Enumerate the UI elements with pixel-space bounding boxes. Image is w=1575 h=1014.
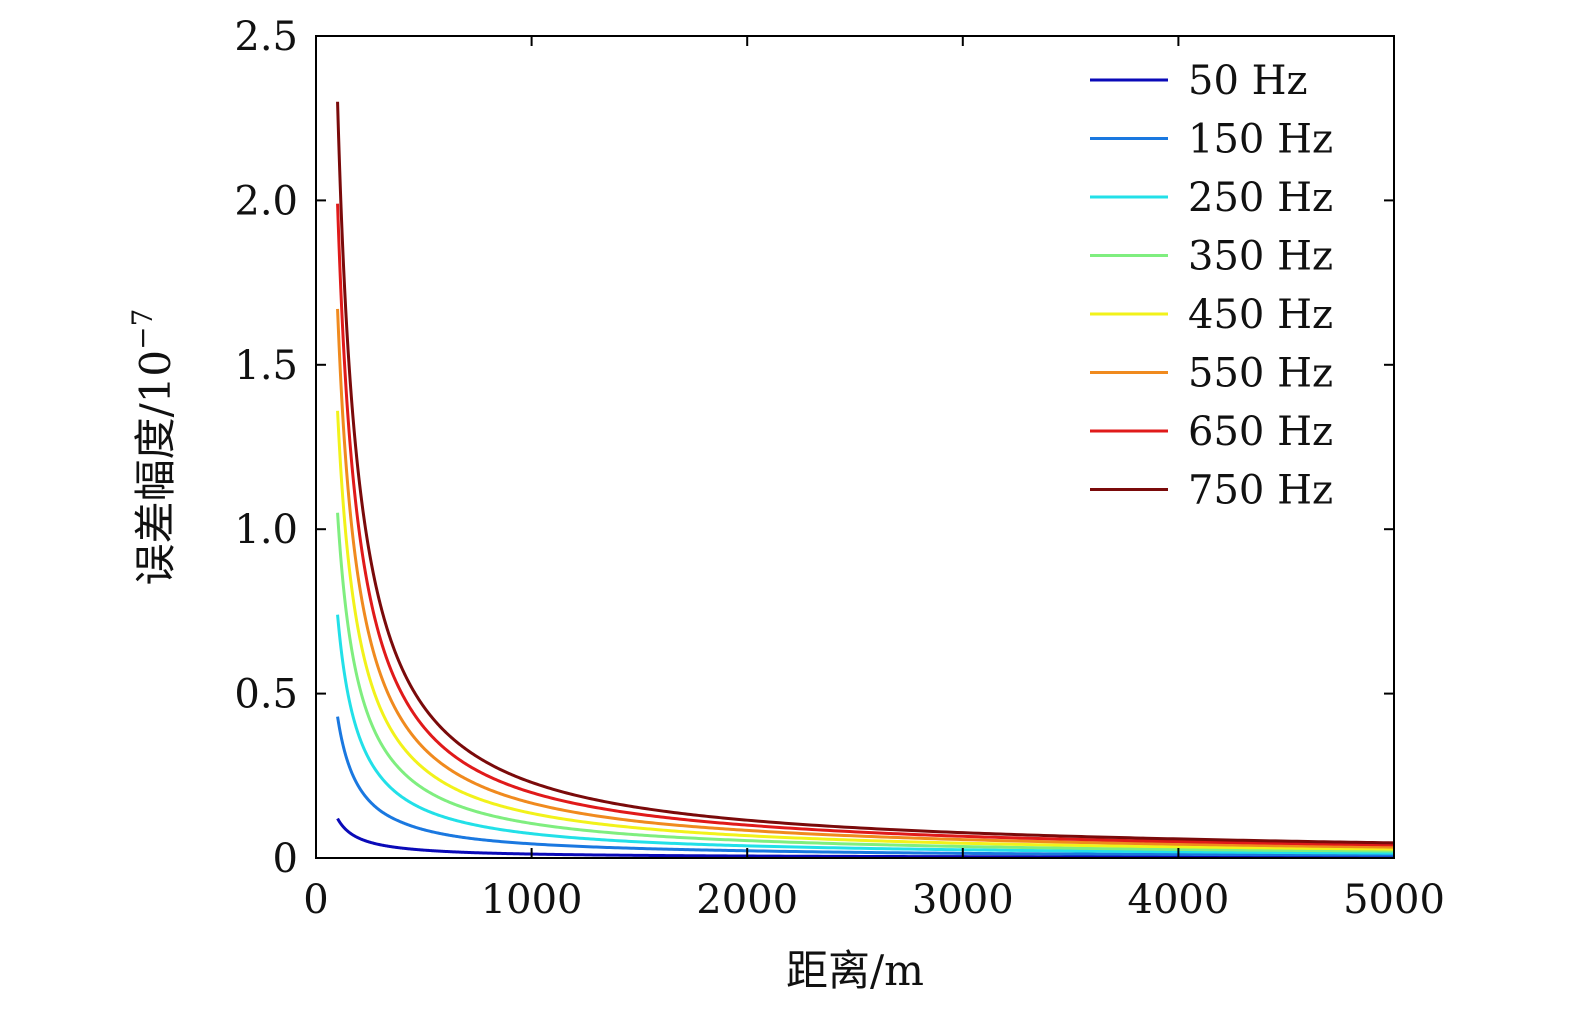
- series-line-7: [336, 101, 1395, 845]
- legend-label-5: 550 Hz: [1188, 351, 1333, 397]
- legend-label-4: 450 Hz: [1188, 292, 1333, 338]
- x-tick-label: 5000: [1343, 877, 1445, 923]
- y-axis-title-exponent: −7: [126, 309, 159, 350]
- x-tick-label: 4000: [1128, 877, 1230, 923]
- legend-label-1: 150 Hz: [1188, 117, 1333, 163]
- y-tick-label: 0.5: [234, 672, 298, 718]
- legend-label-3: 350 Hz: [1188, 234, 1333, 280]
- axis-ticks: 0 1000 2000 3000 4000 5000 0 0.5 1.0 1.5 2.0 2.5: [234, 14, 1445, 923]
- legend-label-2: 250 Hz: [1188, 175, 1333, 221]
- plot-frame: [315, 35, 1395, 859]
- plot-marks: [336, 101, 1395, 859]
- y-tick-label: 2.5: [234, 14, 298, 60]
- legend-label-6: 650 Hz: [1188, 409, 1333, 455]
- y-tick-label: 1.0: [234, 507, 298, 553]
- legend-label-0: 50 Hz: [1188, 58, 1308, 104]
- series-line-5: [336, 308, 1395, 849]
- y-tick-label: 1.5: [234, 343, 298, 389]
- x-tick-label: 2000: [696, 877, 798, 923]
- series-line-4: [336, 410, 1395, 851]
- y-tick-label: 0: [273, 836, 298, 882]
- y-axis-title: 误差幅度/10−7: [126, 309, 180, 586]
- legend: 50 Hz 150 Hz 250 Hz 350 Hz 450 Hz 550 Hz 650 H…: [1090, 58, 1333, 514]
- series-line-3: [336, 512, 1395, 853]
- x-axis-title: 距离/m: [786, 946, 924, 995]
- y-axis-title-text: 误差幅度/10: [131, 350, 180, 586]
- series-line-6: [336, 203, 1395, 847]
- x-tick-label: 0: [303, 877, 328, 923]
- x-tick-label: 3000: [912, 877, 1014, 923]
- series-line-1: [336, 716, 1395, 857]
- x-tick-label: 1000: [481, 877, 583, 923]
- legend-label-7: 750 Hz: [1188, 468, 1333, 514]
- y-tick-label: 2.0: [234, 178, 298, 224]
